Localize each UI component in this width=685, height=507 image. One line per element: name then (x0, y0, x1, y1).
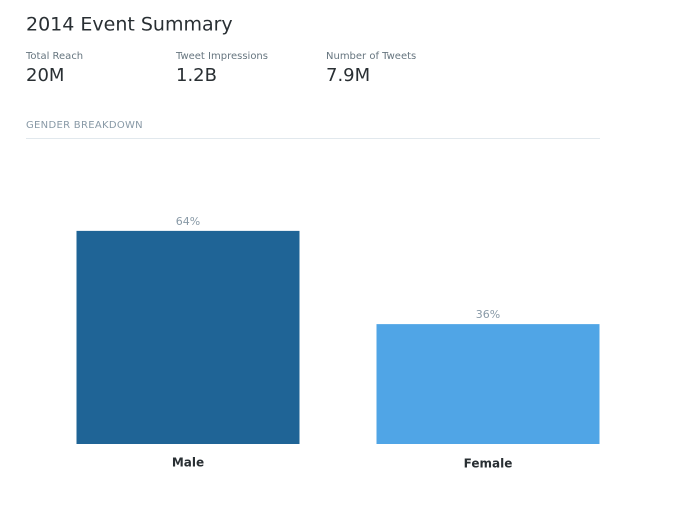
value-label: 64% (176, 215, 200, 228)
stat-value: 1.2B (176, 65, 217, 86)
stat-label: Number of Tweets (326, 51, 416, 62)
category-label: Female (464, 457, 513, 471)
bar (376, 324, 600, 444)
stat-value: 7.9M (326, 65, 370, 86)
bar (76, 230, 300, 444)
stat-label: Total Reach (25, 51, 83, 62)
section-title: GENDER BREAKDOWN (26, 120, 143, 131)
page-title: 2014 Event Summary (26, 14, 233, 36)
stat-label: Tweet Impressions (175, 51, 268, 62)
category-label: Male (172, 456, 204, 470)
stat-value: 20M (26, 65, 64, 86)
value-label: 36% (476, 308, 500, 321)
